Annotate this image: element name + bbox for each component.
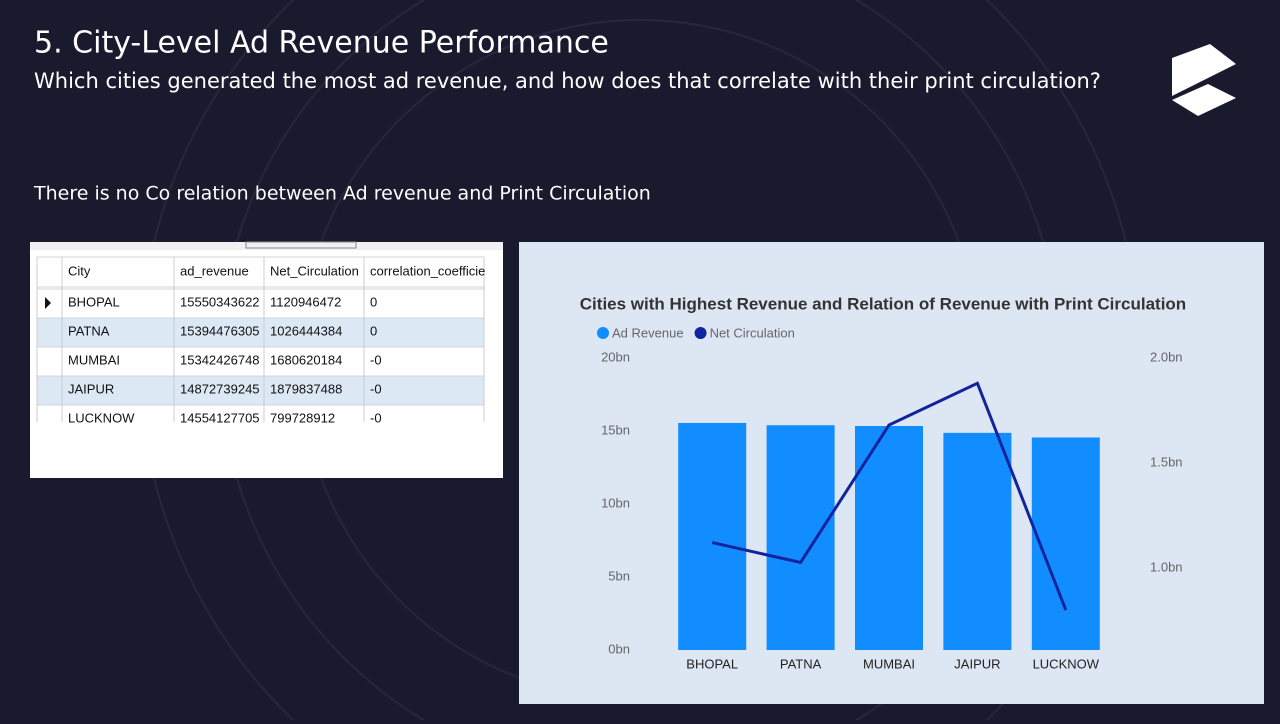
table-cell: 0 xyxy=(370,294,377,309)
x-tick-label: PATNA xyxy=(780,656,822,671)
x-tick-label: MUMBAI xyxy=(863,656,915,671)
table-cell: 15394476305 xyxy=(180,323,260,338)
y2-tick-label: 2.0bn xyxy=(1150,349,1183,364)
x-tick-label: JAIPUR xyxy=(954,656,1000,671)
column-header: Net_Circulation xyxy=(270,263,359,278)
row-band xyxy=(37,376,484,405)
table-cell: 799728912 xyxy=(270,410,335,425)
logo xyxy=(1172,44,1236,116)
line xyxy=(711,381,1068,611)
table-cell: -0 xyxy=(370,381,382,396)
table-cell: 15342426748 xyxy=(180,352,260,367)
bar xyxy=(943,432,1012,650)
slide-subtitle: Which cities generated the most ad reven… xyxy=(34,69,1101,93)
table-cell: 1879837488 xyxy=(270,381,342,396)
y-tick-label: 0bn xyxy=(608,641,630,656)
column-header: City xyxy=(68,263,91,278)
table-cell: -0 xyxy=(370,352,382,367)
table-cell: 0 xyxy=(370,323,377,338)
y-tick-label: 15bn xyxy=(601,422,630,437)
row-pointer xyxy=(45,297,51,309)
y-tick-label: 20bn xyxy=(601,349,630,364)
table-cell: PATNA xyxy=(68,323,110,338)
chart-title: Cities with Highest Revenue and Relation… xyxy=(580,294,1186,313)
table-cell: MUMBAI xyxy=(68,352,120,367)
legend-label: Ad Revenue xyxy=(612,325,684,340)
x-tick-label: LUCKNOW xyxy=(1033,656,1100,671)
table-cell: LUCKNOW xyxy=(68,410,135,425)
table-cell: -0 xyxy=(370,410,382,425)
bar xyxy=(855,426,923,650)
table-cell: 1120946472 xyxy=(270,294,341,309)
y2-tick-label: 1.0bn xyxy=(1150,559,1183,574)
table: City ad_revenue Net_Circulation correlation… xyxy=(30,241,503,478)
x-tick-label: BHOPAL xyxy=(686,656,738,671)
table-cell: 15550343622 xyxy=(180,294,260,309)
chart: Cities with Highest Revenue and Relation… xyxy=(519,242,1264,704)
table-cell: BHOPAL xyxy=(68,294,120,309)
table-cell: 1026444384 xyxy=(270,323,342,338)
table-cell: 14872739245 xyxy=(180,381,260,396)
y-tick-label: 5bn xyxy=(608,568,630,583)
legend-marker xyxy=(694,327,707,339)
column-header: correlation_coefficie xyxy=(370,263,485,278)
slide-title: 5. City-Level Ad Revenue Performance xyxy=(34,26,609,61)
bar xyxy=(1031,437,1100,650)
y2-tick-label: 1.5bn xyxy=(1150,454,1183,469)
bar xyxy=(766,425,835,650)
table-cell: JAIPUR xyxy=(68,381,114,396)
slide-note: There is no Co relation between Ad reven… xyxy=(33,183,651,205)
table-cell: 1680620184 xyxy=(270,352,342,367)
table-cell: 14554127705 xyxy=(180,410,260,425)
row-band xyxy=(37,318,484,347)
legend-marker xyxy=(597,327,609,339)
column-header: ad_revenue xyxy=(180,263,249,278)
legend-label: Net Circulation xyxy=(710,325,795,340)
y-tick-label: 10bn xyxy=(601,495,630,510)
bar xyxy=(678,422,747,650)
